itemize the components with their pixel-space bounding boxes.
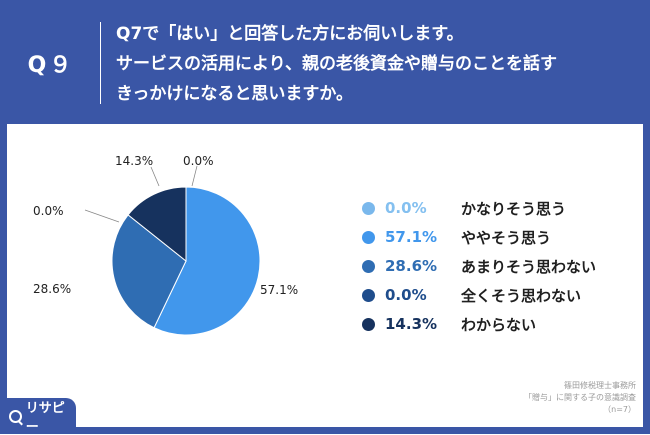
pie-chart: [84, 165, 261, 336]
legend-swatch-2: [362, 259, 375, 273]
question-line-2: サービスの活用により、親の老後資金や贈与のことを話す: [116, 54, 557, 74]
chart-card: 0.0% 57.1% 28.6% 0.0% 14.3% 0.0% かなりそう思う 57.1%…: [7, 124, 643, 427]
legend-item-0: 0.0% かなりそう思う: [362, 198, 622, 218]
pie-data-label-2: 28.6%: [33, 282, 72, 296]
pie-data-label-4: 14.3%: [115, 154, 154, 168]
legend-label-4: わからない: [461, 315, 537, 334]
header-divider: [100, 22, 101, 104]
legend-item-3: 0.0% 全くそう思わない: [362, 285, 622, 305]
question-header: Q９ Q7で「はい」と回答した方にお伺いします。 サービスの活用により、親の老後…: [0, 0, 650, 124]
brand-logo: リサピー: [0, 398, 76, 435]
source-note: 篠田修税理士事務所 「贈与」に関する子の意識調査 （n=7）: [524, 380, 636, 416]
pie-slice-4: [127, 186, 187, 263]
leader-line-4: [150, 166, 160, 187]
question-number: Q９: [27, 53, 75, 78]
legend-value-2: 28.6%: [385, 257, 438, 275]
legend-label-3: 全くそう思わない: [461, 286, 582, 305]
legend-value-3: 0.0%: [385, 286, 427, 304]
question-line-3: きっかけになると思いますか。: [116, 84, 353, 104]
magnifier-icon: [9, 409, 22, 423]
legend-label-2: あまりそう思わない: [461, 257, 597, 276]
legend-label-0: かなりそう思う: [461, 199, 567, 218]
legend-label-1: ややそう思う: [461, 228, 552, 247]
pie-data-label-3: 0.0%: [33, 204, 64, 218]
question-line-1: Q7で「はい」と回答した方にお伺いします。: [116, 24, 464, 44]
pie-data-label-1: 57.1%: [260, 283, 299, 297]
pie-slice-1: [153, 186, 261, 336]
legend-item-1: 57.1% ややそう思う: [362, 227, 622, 247]
legend-swatch-1: [362, 230, 375, 244]
legend-value-1: 57.1%: [385, 228, 438, 246]
pie-slice-2: [111, 214, 187, 329]
legend-swatch-4: [362, 317, 375, 331]
legend-swatch-3: [362, 288, 375, 302]
question-text: Q7で「はい」と回答した方にお伺いします。 サービスの活用により、親の老後資金や…: [116, 19, 636, 109]
brand-name: リサピー: [25, 401, 65, 435]
legend-item-2: 28.6% あまりそう思わない: [362, 256, 622, 276]
legend-swatch-0: [362, 201, 375, 215]
legend-value-0: 0.0%: [385, 199, 427, 217]
legend-value-4: 14.3%: [385, 315, 438, 333]
legend-item-4: 14.3% わからない: [362, 314, 622, 334]
pie-data-label-0: 0.0%: [183, 154, 214, 168]
source-survey: 「贈与」に関する子の意識調査: [524, 393, 636, 402]
leader-line-3: [84, 209, 120, 223]
source-sample-size: （n=7）: [603, 405, 636, 414]
source-org: 篠田修税理士事務所: [564, 381, 636, 390]
leader-line-0: [191, 165, 198, 187]
